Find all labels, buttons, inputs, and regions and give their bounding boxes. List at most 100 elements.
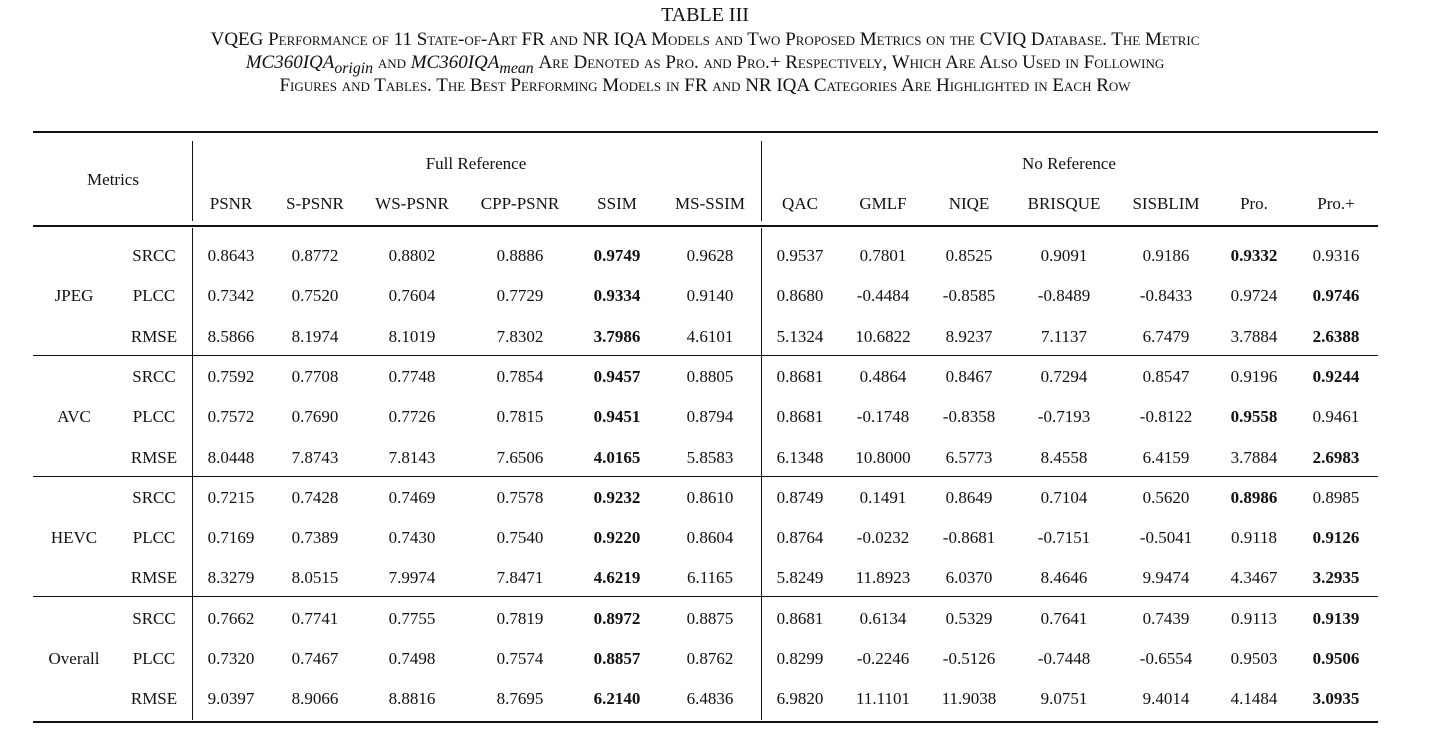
table-cell: 0.7641 <box>1040 608 1088 628</box>
table-cell: 0.7854 <box>496 366 544 386</box>
table-cell: 9.0751 <box>1040 689 1088 709</box>
caption-and: and <box>377 52 406 73</box>
table-cell: 0.9558 <box>1230 407 1278 427</box>
table-cell: -0.1748 <box>856 407 910 427</box>
table-cell: 0.8764 <box>776 528 824 548</box>
measure-label: SRCC <box>132 487 176 507</box>
table-cell: 4.3467 <box>1230 568 1278 588</box>
column-header: BRISQUE <box>1027 194 1101 213</box>
table-cell: 0.8604 <box>686 528 734 548</box>
table-cell: -0.8585 <box>942 286 996 306</box>
group-separator <box>33 355 1378 356</box>
table-cell: 0.7572 <box>207 407 255 427</box>
table-cell: 0.9628 <box>686 246 734 265</box>
table-cell: 6.0370 <box>945 568 993 588</box>
metric-mean-name: MC360IQAmean <box>410 52 534 77</box>
table-cell: 4.1484 <box>1230 689 1278 709</box>
table-cell: 0.5329 <box>945 608 993 628</box>
table-cell: -0.7151 <box>1037 528 1091 548</box>
table-cell: 0.7604 <box>388 286 436 306</box>
table-cell: 0.8886 <box>496 246 544 265</box>
table-cell: 0.7801 <box>859 246 907 265</box>
table-cell: 9.4014 <box>1142 689 1190 709</box>
table-cell: 0.7342 <box>207 286 255 306</box>
table-cell: -0.7193 <box>1037 407 1091 427</box>
table-cell: 0.7592 <box>207 366 255 386</box>
table-cell: 0.7520 <box>291 286 339 306</box>
measure-label: RMSE <box>130 447 178 467</box>
table-cell: 2.6983 <box>1312 447 1360 467</box>
table-cell: 11.1101 <box>856 689 910 709</box>
table-cell: 8.4646 <box>1040 568 1088 588</box>
header-divider <box>192 141 193 221</box>
table-cell: 7.8143 <box>388 447 436 467</box>
table-cell: 0.8985 <box>1312 487 1360 507</box>
table-cell: 8.4558 <box>1040 447 1088 467</box>
table-cell: 8.5866 <box>207 326 255 346</box>
table-cell: 2.6388 <box>1312 326 1360 346</box>
top-rule <box>33 131 1378 133</box>
caption-line-1: VQEG Performance of 11 State-of-Art FR a… <box>210 29 1200 50</box>
table-cell: 0.8299 <box>776 649 824 668</box>
table-cell: 6.1348 <box>776 447 824 467</box>
table-cell: 0.8680 <box>776 286 824 306</box>
table-cell: 6.7479 <box>1142 326 1190 346</box>
table-cell: -0.8358 <box>942 407 996 427</box>
table-cell: 0.4864 <box>859 366 907 386</box>
table-cell: 0.7755 <box>388 608 436 628</box>
table-cell: 10.8000 <box>855 447 911 467</box>
table-cell: 0.5620 <box>1142 487 1190 507</box>
measure-label: PLCC <box>132 649 176 668</box>
table-cell: 0.9196 <box>1230 366 1278 386</box>
table-cell: -0.5041 <box>1139 528 1193 548</box>
metric-origin-name: MC360IQAorigin <box>245 52 374 77</box>
column-header: PSNR <box>209 194 253 213</box>
measure-label: PLCC <box>132 407 176 427</box>
column-header: Pro.+ <box>1317 194 1355 213</box>
table-cell: -0.0232 <box>856 528 910 548</box>
table-cell: 0.9139 <box>1312 608 1360 628</box>
measure-label: PLCC <box>132 286 176 306</box>
table-cell: 5.1324 <box>776 326 824 346</box>
table-cell: 0.7662 <box>207 608 255 628</box>
table-cell: 0.8794 <box>686 407 734 427</box>
column-header: QAC <box>782 194 818 213</box>
table-cell: 8.9237 <box>945 326 993 346</box>
group-label: HEVC <box>50 528 98 548</box>
column-header: MS-SSIM <box>675 194 745 213</box>
table-cell: 0.7815 <box>496 407 544 427</box>
measure-label: RMSE <box>130 326 178 346</box>
table-cell: 0.8681 <box>776 407 824 427</box>
table-cell: 4.6101 <box>686 326 734 346</box>
table-cell: 0.9126 <box>1312 528 1360 548</box>
table-cell: 0.9232 <box>593 487 641 507</box>
table-cell: 0.8643 <box>207 246 255 265</box>
group-separator <box>33 476 1378 477</box>
column-header: Pro. <box>1240 194 1268 213</box>
table-cell: 7.6506 <box>496 447 544 467</box>
table-cell: 0.9537 <box>776 246 824 265</box>
table-cell: 0.8525 <box>945 246 993 265</box>
table-cell: 8.3279 <box>207 568 255 588</box>
measure-label: RMSE <box>130 568 178 588</box>
table-cell: 4.0165 <box>593 447 641 467</box>
table-cell: 10.6822 <box>855 326 911 346</box>
table-cell: 3.2935 <box>1312 568 1360 588</box>
column-header: S-PSNR <box>286 194 344 213</box>
table-cell: 0.9503 <box>1230 649 1278 668</box>
measure-label: SRCC <box>132 246 176 265</box>
bottom-rule <box>33 721 1378 723</box>
table-cell: 0.7439 <box>1142 608 1190 628</box>
table-cell: 0.7741 <box>291 608 339 628</box>
table-cell: 0.7320 <box>207 649 255 668</box>
body-divider <box>761 228 762 720</box>
header-divider <box>761 141 762 221</box>
table-cell: 0.9746 <box>1312 286 1360 306</box>
caption-line-2: MC360IQAorigin and MC360IQAmean Are Deno… <box>0 51 1410 81</box>
table-cell: 7.8471 <box>496 568 544 588</box>
measure-label: SRCC <box>132 366 176 386</box>
table-cell: 8.7695 <box>496 689 544 709</box>
table-cell: -0.4484 <box>856 286 910 306</box>
table-cell: 0.9113 <box>1230 608 1278 628</box>
table-cell: -0.5126 <box>942 649 996 668</box>
